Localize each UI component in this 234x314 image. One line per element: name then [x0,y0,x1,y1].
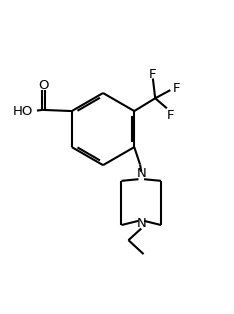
Text: O: O [38,79,49,92]
Text: F: F [167,109,175,122]
Text: N: N [136,217,146,230]
Text: F: F [172,83,180,95]
Text: N: N [136,167,146,180]
Text: F: F [149,68,157,81]
Text: HO: HO [13,105,33,117]
